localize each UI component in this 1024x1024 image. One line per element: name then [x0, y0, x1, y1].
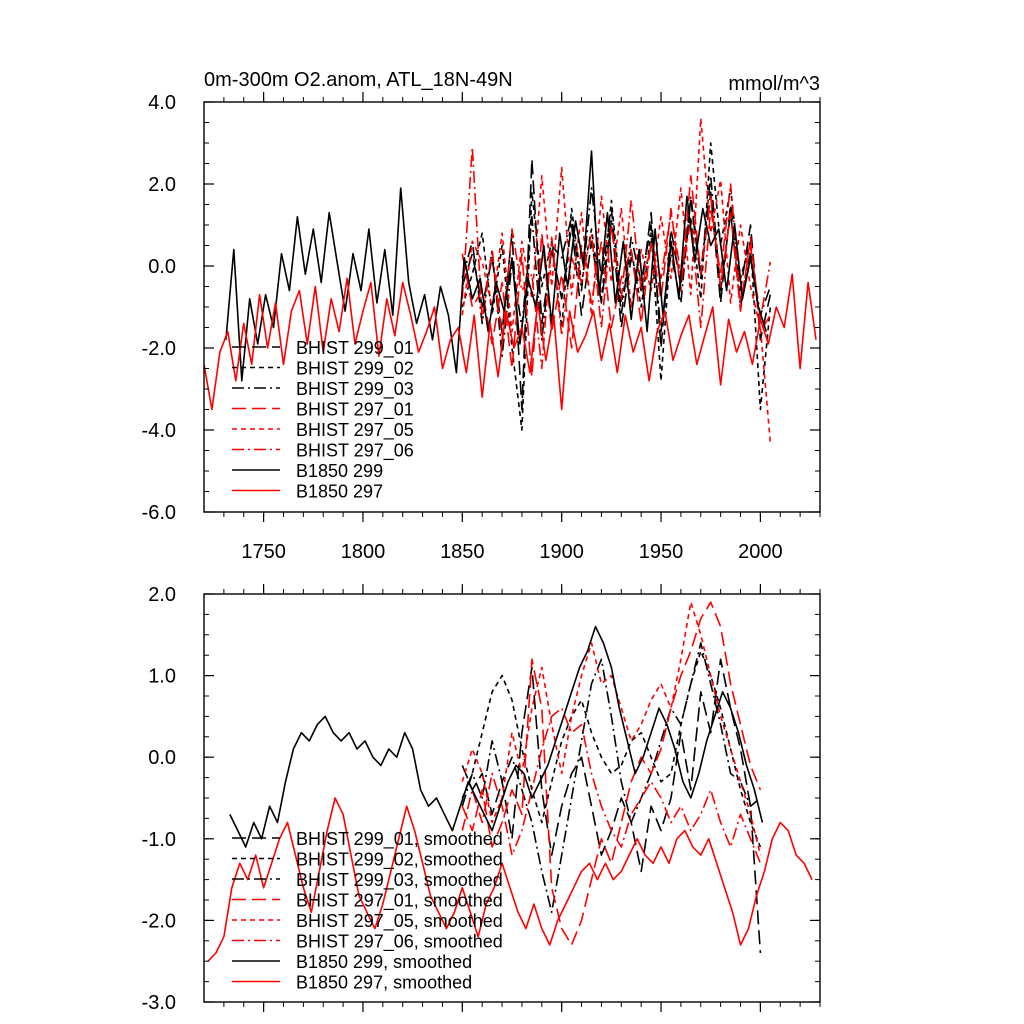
top-x-tick-label: 2000 [738, 541, 783, 563]
bottom-legend-label: BHIST 299_01, smoothed [296, 829, 503, 850]
top-y-tick-label: -6.0 [142, 502, 176, 524]
top-y-tick-label: 2.0 [148, 174, 176, 196]
top-series-line-4 [461, 175, 771, 378]
units-label: mmol/m^3 [728, 73, 820, 95]
top-series-line-6 [461, 146, 772, 370]
top-legend-label: BHIST 297_05 [296, 420, 414, 441]
bottom-legend-label: B1850 299, smoothed [296, 952, 472, 972]
top-x-tick-label: 1950 [639, 541, 684, 563]
top-y-tick-label: 0.0 [148, 256, 176, 278]
top-legend-label: BHIST 299_01 [296, 338, 414, 359]
top-series-line-2 [461, 142, 772, 431]
top-y-tick-label: -4.0 [142, 420, 176, 442]
chart-title: 0m-300m O2.anom, ATL_18N-49N [204, 69, 513, 91]
bottom-series-line-7 [229, 625, 764, 848]
bottom-y-tick-label: 2.0 [148, 584, 176, 606]
top-panel: 4.0 2.0 0.0 -2.0 -4.0 -6.0 1750 1800 1850 1900 195… [142, 92, 821, 563]
bottom-y-tick-label: -2.0 [142, 910, 176, 932]
top-legend-label: BHIST 299_03 [296, 379, 414, 400]
top-x-tick-label: 1750 [241, 541, 286, 563]
top-legend-label: BHIST 299_02 [296, 359, 414, 380]
bottom-panel: 2.0 1.0 0.0 -1.0 -2.0 -3.0 BHIST 299_01, smoot… [142, 584, 821, 1014]
bottom-legend-label: BHIST 299_03, smoothed [296, 870, 503, 891]
top-x-tick-label: 1850 [440, 541, 485, 563]
top-series-group [204, 117, 817, 443]
bottom-series-line-3 [461, 642, 761, 914]
bottom-y-tick-label: -3.0 [142, 992, 176, 1014]
bottom-legend-label: BHIST 297_05, smoothed [296, 911, 503, 932]
top-x-tick-label: 1900 [539, 541, 584, 563]
bottom-legend-label: BHIST 297_06, smoothed [296, 932, 503, 953]
top-legend-label: B1850 297 [296, 482, 383, 502]
bottom-legend-label: BHIST 297_01, smoothed [296, 891, 503, 912]
top-x-tick-label: 1800 [341, 541, 386, 563]
bottom-y-tick-label: 0.0 [148, 747, 176, 769]
bottom-series-group [207, 601, 813, 962]
top-y-tick-label: 4.0 [148, 92, 176, 114]
bottom-y-tick-label: 1.0 [148, 666, 176, 688]
bottom-series-line-6 [461, 707, 762, 864]
bottom-legend-label: BHIST 299_02, smoothed [296, 850, 503, 871]
top-series-line-1 [461, 158, 772, 411]
top-series-line-7 [225, 150, 768, 382]
bottom-series-line-8 [207, 797, 813, 962]
top-series-line-8 [204, 273, 817, 411]
top-legend-label: BHIST 297_06 [296, 441, 414, 462]
bottom-series-line-4 [461, 601, 762, 946]
bottom-legend-label: B1850 297, smoothed [296, 973, 472, 993]
top-legend-label: B1850 299 [296, 461, 383, 481]
bottom-series-line-2 [461, 650, 762, 848]
top-y-tick-label: -2.0 [142, 338, 176, 360]
top-legend-label: BHIST 297_01 [296, 400, 414, 421]
bottom-y-tick-label: -1.0 [142, 829, 176, 851]
bottom-series-line-5 [461, 601, 762, 856]
